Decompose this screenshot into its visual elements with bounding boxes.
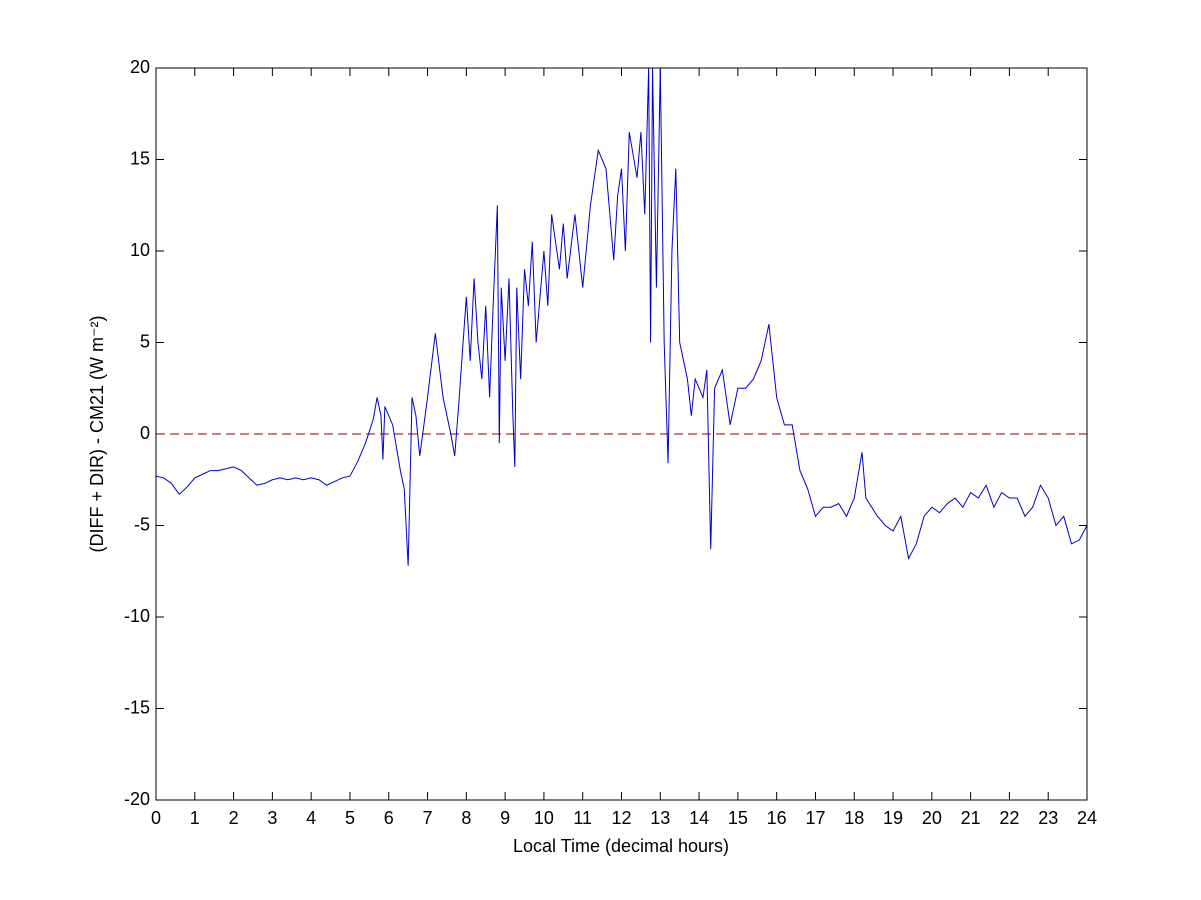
x-tick-label: 16 (767, 808, 787, 828)
y-tick-label: -10 (124, 606, 150, 626)
x-axis-label: Local Time (decimal hours) (513, 836, 729, 856)
x-tick-label: 22 (999, 808, 1019, 828)
x-tick-label: 5 (345, 808, 355, 828)
x-tick-label: 9 (500, 808, 510, 828)
y-tick-label: 5 (140, 331, 150, 351)
data-line (155, 67, 1088, 566)
x-tick-label: 21 (961, 808, 981, 828)
y-tick-label: 0 (140, 423, 150, 443)
y-axis-label: (DIFF + DIR) - CM21 (W m⁻²) (87, 316, 107, 553)
x-tick-label: 10 (534, 808, 554, 828)
x-tick-label: 24 (1077, 808, 1097, 828)
x-tick-label: 19 (883, 808, 903, 828)
x-tick-label: 8 (461, 808, 471, 828)
x-tick-label: 12 (611, 808, 631, 828)
x-tick-label: 4 (306, 808, 316, 828)
y-tick-label: -5 (134, 514, 150, 534)
x-tick-label: 7 (423, 808, 433, 828)
x-tick-label: 23 (1038, 808, 1058, 828)
y-tick-label: 20 (130, 57, 150, 77)
x-tick-label: 20 (922, 808, 942, 828)
y-tick-label: -15 (124, 697, 150, 717)
x-tick-label: 14 (689, 808, 709, 828)
x-tick-label: 11 (573, 808, 592, 828)
x-tick-label: 18 (844, 808, 864, 828)
x-tick-label: 15 (728, 808, 748, 828)
x-tick-label: 1 (190, 808, 200, 828)
y-tick-label: -20 (124, 789, 150, 809)
x-tick-label: 13 (650, 808, 670, 828)
x-tick-label: 17 (805, 808, 825, 828)
x-tick-label: 0 (151, 808, 161, 828)
y-tick-label: 10 (130, 240, 150, 260)
plot-frame (155, 67, 1088, 801)
x-tick-label: 2 (229, 808, 239, 828)
x-tick-label: 3 (267, 808, 277, 828)
y-tick-label: 15 (130, 148, 150, 168)
x-tick-label: 6 (384, 808, 394, 828)
